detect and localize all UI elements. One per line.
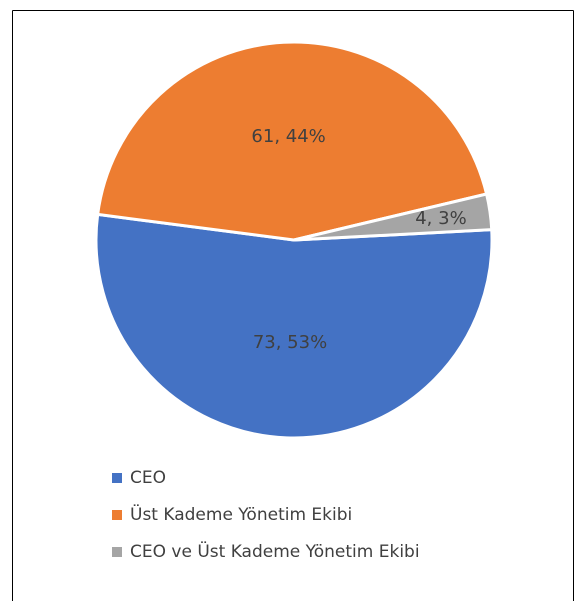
legend-swatch [112, 547, 122, 557]
legend-swatch [112, 473, 122, 483]
pie-slice [293, 192, 494, 242]
legend-label: CEO ve Üst Kademe Yönetim Ekibi [130, 540, 420, 562]
data-label: 4, 3% [415, 208, 466, 229]
legend-label: CEO [130, 468, 166, 488]
data-label: 61, 44% [251, 126, 325, 147]
data-label: 73, 53% [253, 332, 327, 353]
legend-label: Üst Kademe Yönetim Ekibi [130, 503, 352, 525]
pie-slice [94, 212, 494, 440]
pie-slice [95, 40, 489, 242]
legend-swatch [112, 510, 122, 520]
